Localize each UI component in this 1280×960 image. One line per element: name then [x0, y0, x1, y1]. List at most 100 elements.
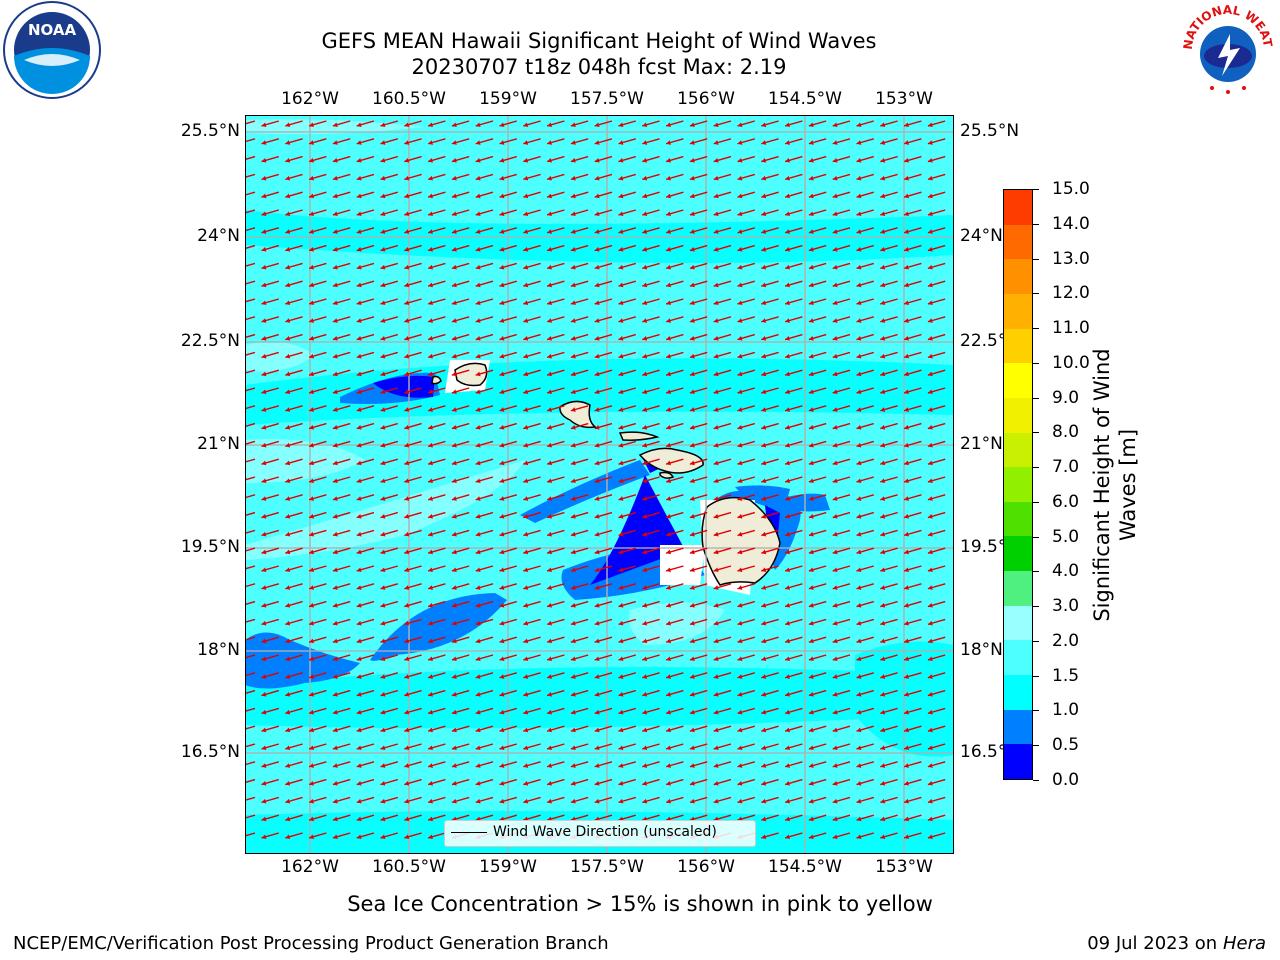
colorbar-tick-label: 14.0 [1052, 213, 1090, 234]
wave-direction-arrowhead [404, 656, 410, 662]
wave-direction-arrowhead [666, 300, 671, 306]
wave-direction-arrowhead [356, 620, 362, 626]
colorbar-tick [1033, 501, 1039, 503]
wave-direction-arrowhead [832, 567, 838, 573]
wave-direction-arrowhead [666, 549, 671, 555]
wave-direction-arrowhead [785, 745, 790, 751]
wave-direction-arrowhead [737, 336, 743, 341]
wave-direction-arrowhead [713, 193, 719, 199]
wave-direction-arrowhead [642, 442, 648, 448]
wave-direction-arrow [245, 227, 256, 232]
wave-direction-arrowhead [856, 531, 862, 537]
wave-direction-arrowhead [713, 158, 719, 163]
wave-direction-arrowhead [570, 514, 576, 519]
wave-direction-arrowhead [570, 140, 576, 145]
wave-direction-arrowhead [404, 407, 410, 412]
wave-direction-arrowhead [332, 567, 338, 573]
generation-date: 09 Jul 2023 on Hera [1087, 933, 1266, 954]
wave-direction-arrowhead [808, 692, 814, 697]
wave-direction-arrowhead [547, 389, 552, 395]
wave-direction-arrowhead [523, 407, 529, 412]
wave-direction-arrowhead [737, 407, 743, 412]
wave-direction-arrowhead [737, 247, 743, 252]
wave-direction-arrowhead [523, 140, 529, 145]
wave-direction-arrowhead [451, 709, 457, 715]
wave-direction-arrow [245, 600, 256, 606]
wave-direction-arrowhead [904, 834, 909, 840]
wave-direction-arrowhead [428, 798, 433, 804]
wave-direction-arrowhead [523, 638, 529, 644]
wave-direction-arrowhead [499, 763, 505, 768]
map-title-line1: GEFS MEAN Hawaii Significant Height of W… [321, 29, 877, 53]
wave-direction-arrowhead [475, 371, 481, 377]
wave-direction-arrowhead [785, 727, 790, 733]
lat-tick: 21°N [197, 434, 240, 454]
island-maui [638, 447, 704, 474]
wave-direction-arrowhead [309, 264, 314, 270]
wave-direction-arrowhead [927, 781, 933, 786]
wave-direction-arrowhead [261, 781, 267, 786]
wave-direction-arrowhead [761, 193, 767, 199]
wave-direction-arrowhead [666, 531, 671, 537]
wave-direction-arrowhead [856, 442, 862, 448]
wave-direction-arrowhead [523, 763, 529, 768]
wave-direction-arrowhead [689, 229, 695, 234]
wave-direction-arrowhead [927, 122, 933, 128]
wave-direction-arrowhead [594, 727, 600, 733]
wave-direction-arrowhead [404, 140, 410, 145]
wave-direction-arrowhead [570, 371, 576, 377]
colorbar-tick [1033, 189, 1039, 190]
colorbar-tick [1033, 328, 1039, 330]
colorbar-tick [1033, 710, 1039, 712]
wave-direction-arrowhead [547, 656, 552, 662]
wave-direction-arrowhead [285, 264, 291, 270]
wave-direction-arrowhead [570, 175, 576, 181]
wave-direction-arrowhead [713, 460, 719, 466]
wave-direction-arrowhead [618, 300, 624, 306]
wave-direction-arrowhead [523, 656, 529, 662]
wave-direction-arrowhead [713, 247, 719, 252]
wave-direction-arrowhead [451, 158, 457, 163]
wave-direction-arrowhead [927, 603, 933, 608]
wave-direction-arrowhead [523, 603, 529, 608]
wave-direction-arrowhead [547, 709, 552, 715]
wave-direction-arrowhead [523, 692, 529, 697]
wave-direction-arrowhead [594, 674, 600, 679]
wave-direction-arrowhead [904, 531, 909, 537]
wave-direction-arrowhead [594, 353, 600, 359]
wave-direction-arrowhead [523, 585, 529, 590]
lon-tick: 157.5°W [570, 857, 644, 877]
wave-direction-arrow [245, 636, 256, 641]
wave-direction-arrowhead [499, 638, 505, 644]
wave-direction-arrowhead [880, 175, 886, 181]
wave-direction-arrowhead [594, 140, 600, 145]
wave-direction-arrowhead [499, 407, 505, 412]
wave-direction-arrowhead [713, 122, 719, 128]
wave-direction-arrowhead [856, 585, 862, 590]
wave-direction-arrowhead [618, 407, 624, 412]
wave-direction-arrowhead [927, 638, 933, 644]
wave-direction-arrowhead [880, 371, 886, 377]
wave-direction-arrowhead [356, 389, 362, 395]
wave-direction-arrowhead [428, 727, 433, 733]
wave-direction-arrowhead [332, 371, 338, 377]
wave-direction-arrowhead [689, 318, 695, 323]
wave-direction-arrowhead [309, 603, 314, 608]
wave-direction-arrowhead [832, 318, 838, 323]
wave-direction-arrowhead [475, 389, 481, 395]
wave-direction-arrowhead [451, 353, 457, 359]
wave-direction-arrowhead [761, 158, 767, 163]
wave-direction-arrowhead [856, 727, 862, 733]
wave-direction-arrowhead [927, 674, 933, 679]
wave-direction-arrowhead [332, 514, 338, 519]
wave-direction-arrowhead [689, 692, 695, 697]
wave-direction-arrowhead [713, 763, 719, 768]
wave-direction-arrowhead [404, 353, 410, 359]
wave-direction-arrowhead [761, 371, 767, 377]
wave-direction-arrowhead [618, 353, 624, 359]
wave-direction-arrowhead [808, 638, 814, 644]
wave-direction-arrowhead [475, 158, 481, 163]
colorbar-tick [1033, 745, 1039, 747]
wave-direction-arrowhead [380, 816, 386, 822]
colorbar-tick-label: 12.0 [1052, 283, 1090, 304]
